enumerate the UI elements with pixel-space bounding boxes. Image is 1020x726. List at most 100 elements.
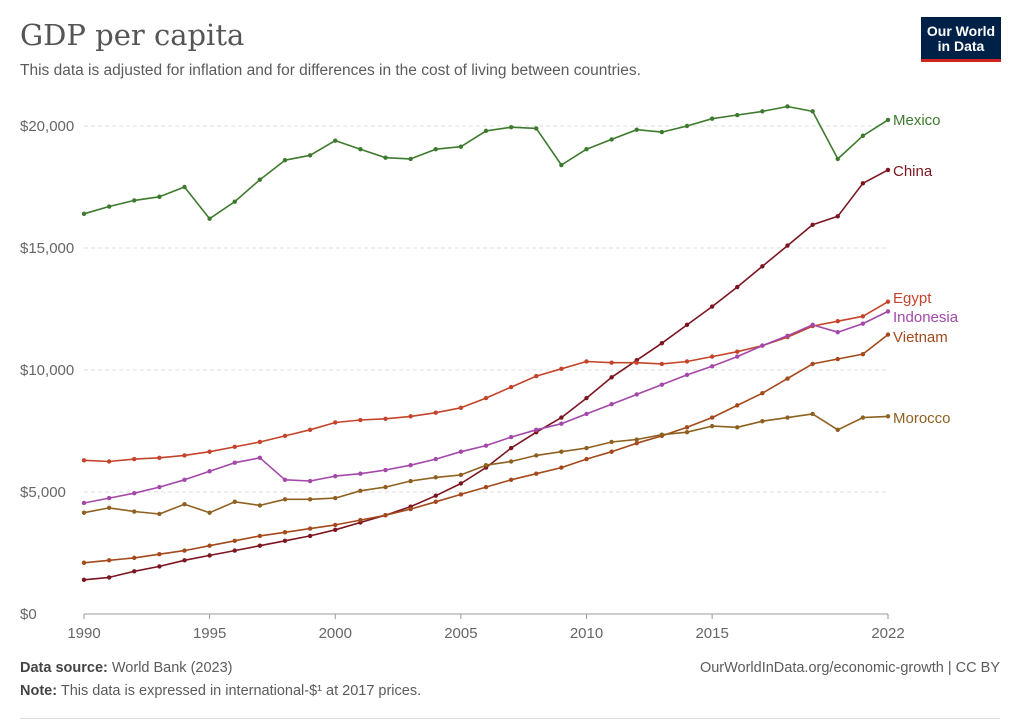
data-point-mexico — [232, 199, 237, 204]
data-point-china — [81, 577, 87, 583]
axes: $0 $5,000 $10,000 $15,000 $20,000 1990 1995 200… — [20, 118, 905, 642]
data-point-china — [885, 167, 891, 173]
data-point-china — [684, 322, 690, 328]
data-point-morocco — [634, 437, 639, 442]
data-point-china — [659, 340, 665, 346]
data-point-morocco — [760, 419, 765, 424]
data-point-vietnam — [885, 332, 891, 337]
data-point-mexico — [584, 146, 589, 152]
data-point-mexico — [383, 155, 388, 160]
data-point-vietnam — [383, 512, 388, 518]
data-point-mexico — [559, 162, 564, 168]
data-source: Data source: World Bank (2023) — [20, 660, 233, 676]
data-point-indonesia — [433, 456, 438, 462]
footer-divider — [20, 718, 1000, 719]
data-point-vietnam — [282, 530, 288, 535]
data-point-egypt — [383, 416, 388, 421]
data-point-china — [559, 415, 564, 420]
x-tick-label: 1995 — [193, 625, 226, 642]
data-point-vietnam — [534, 471, 539, 476]
data-source-value[interactable]: World Bank (2023) — [111, 660, 233, 676]
data-point-vietnam — [760, 390, 765, 396]
chart-subtitle: This data is adjusted for inflation and … — [20, 62, 641, 79]
data-point-mexico — [282, 157, 288, 163]
data-point-vietnam — [157, 552, 162, 557]
data-point-mexico — [810, 109, 815, 114]
data-point-indonesia — [735, 354, 740, 359]
data-point-indonesia — [358, 471, 363, 476]
data-point-morocco — [483, 462, 489, 468]
chart-title: GDP per capita — [20, 18, 245, 52]
data-point-china — [106, 575, 112, 580]
data-point-egypt — [559, 366, 564, 371]
data-point-egypt — [534, 373, 539, 379]
x-tick-label: 2000 — [319, 625, 352, 642]
data-point-egypt — [433, 410, 438, 415]
series-label-china: China — [893, 163, 933, 180]
y-tick-label: $15,000 — [20, 240, 74, 257]
data-point-china — [207, 553, 212, 558]
data-point-morocco — [257, 503, 263, 508]
data-point-morocco — [207, 510, 212, 515]
data-point-egypt — [81, 458, 87, 463]
data-point-vietnam — [132, 555, 137, 561]
data-point-morocco — [609, 439, 614, 445]
data-point-mexico — [609, 137, 614, 142]
data-point-china — [433, 493, 438, 498]
data-point-indonesia — [835, 329, 840, 335]
data-point-vietnam — [207, 543, 212, 548]
data-point-indonesia — [534, 427, 539, 432]
source-link[interactable]: OurWorldInData.org/economic-growth | CC … — [699, 660, 1000, 676]
y-tick-label: $10,000 — [20, 362, 74, 379]
data-point-china — [307, 533, 313, 539]
data-point-china — [785, 243, 790, 248]
data-point-morocco — [132, 509, 137, 514]
data-point-china — [282, 538, 288, 543]
data-point-mexico — [358, 146, 363, 152]
data-point-egypt — [508, 384, 514, 390]
data-point-vietnam — [559, 465, 564, 470]
data-point-mexico — [132, 198, 137, 203]
data-point-egypt — [408, 414, 413, 419]
data-point-indonesia — [508, 434, 514, 440]
data-point-egypt — [709, 354, 715, 359]
data-point-morocco — [534, 453, 539, 458]
series-label-egypt: Egypt — [893, 290, 932, 307]
data-point-mexico — [106, 204, 112, 209]
logo-line-2: in Data — [937, 38, 985, 54]
data-point-egypt — [333, 420, 338, 425]
series-line-indonesia — [83, 310, 889, 504]
data-point-egypt — [584, 359, 589, 364]
data-point-vietnam — [709, 415, 715, 420]
data-point-mexico — [659, 129, 665, 135]
data-point-vietnam — [810, 361, 815, 367]
y-tick-label: $20,000 — [20, 118, 74, 135]
data-point-vietnam — [232, 538, 237, 543]
data-point-china — [584, 395, 589, 401]
data-point-indonesia — [634, 392, 639, 397]
data-point-mexico — [534, 126, 539, 131]
data-point-morocco — [735, 425, 740, 430]
x-tick-label: 2005 — [444, 625, 477, 642]
owid-logo[interactable]: Our World in Data — [921, 17, 1001, 62]
data-point-morocco — [508, 459, 514, 464]
x-tick-label: 1990 — [67, 625, 100, 642]
series-line-china — [83, 169, 889, 581]
data-point-mexico — [81, 211, 87, 217]
data-point-morocco — [785, 415, 790, 420]
data-point-egypt — [358, 417, 363, 423]
data-point-mexico — [508, 125, 514, 130]
data-point-vietnam — [785, 376, 790, 381]
data-point-china — [182, 558, 187, 563]
data-point-mexico — [433, 146, 438, 152]
data-point-vietnam — [106, 558, 112, 563]
data-point-china — [508, 445, 514, 451]
data-point-china — [760, 264, 765, 269]
data-point-morocco — [659, 432, 665, 437]
data-point-vietnam — [333, 522, 338, 528]
data-point-egypt — [483, 395, 489, 401]
data-point-morocco — [307, 497, 313, 502]
data-point-china — [709, 304, 715, 309]
series-line-mexico — [83, 105, 889, 220]
data-point-vietnam — [458, 492, 464, 497]
